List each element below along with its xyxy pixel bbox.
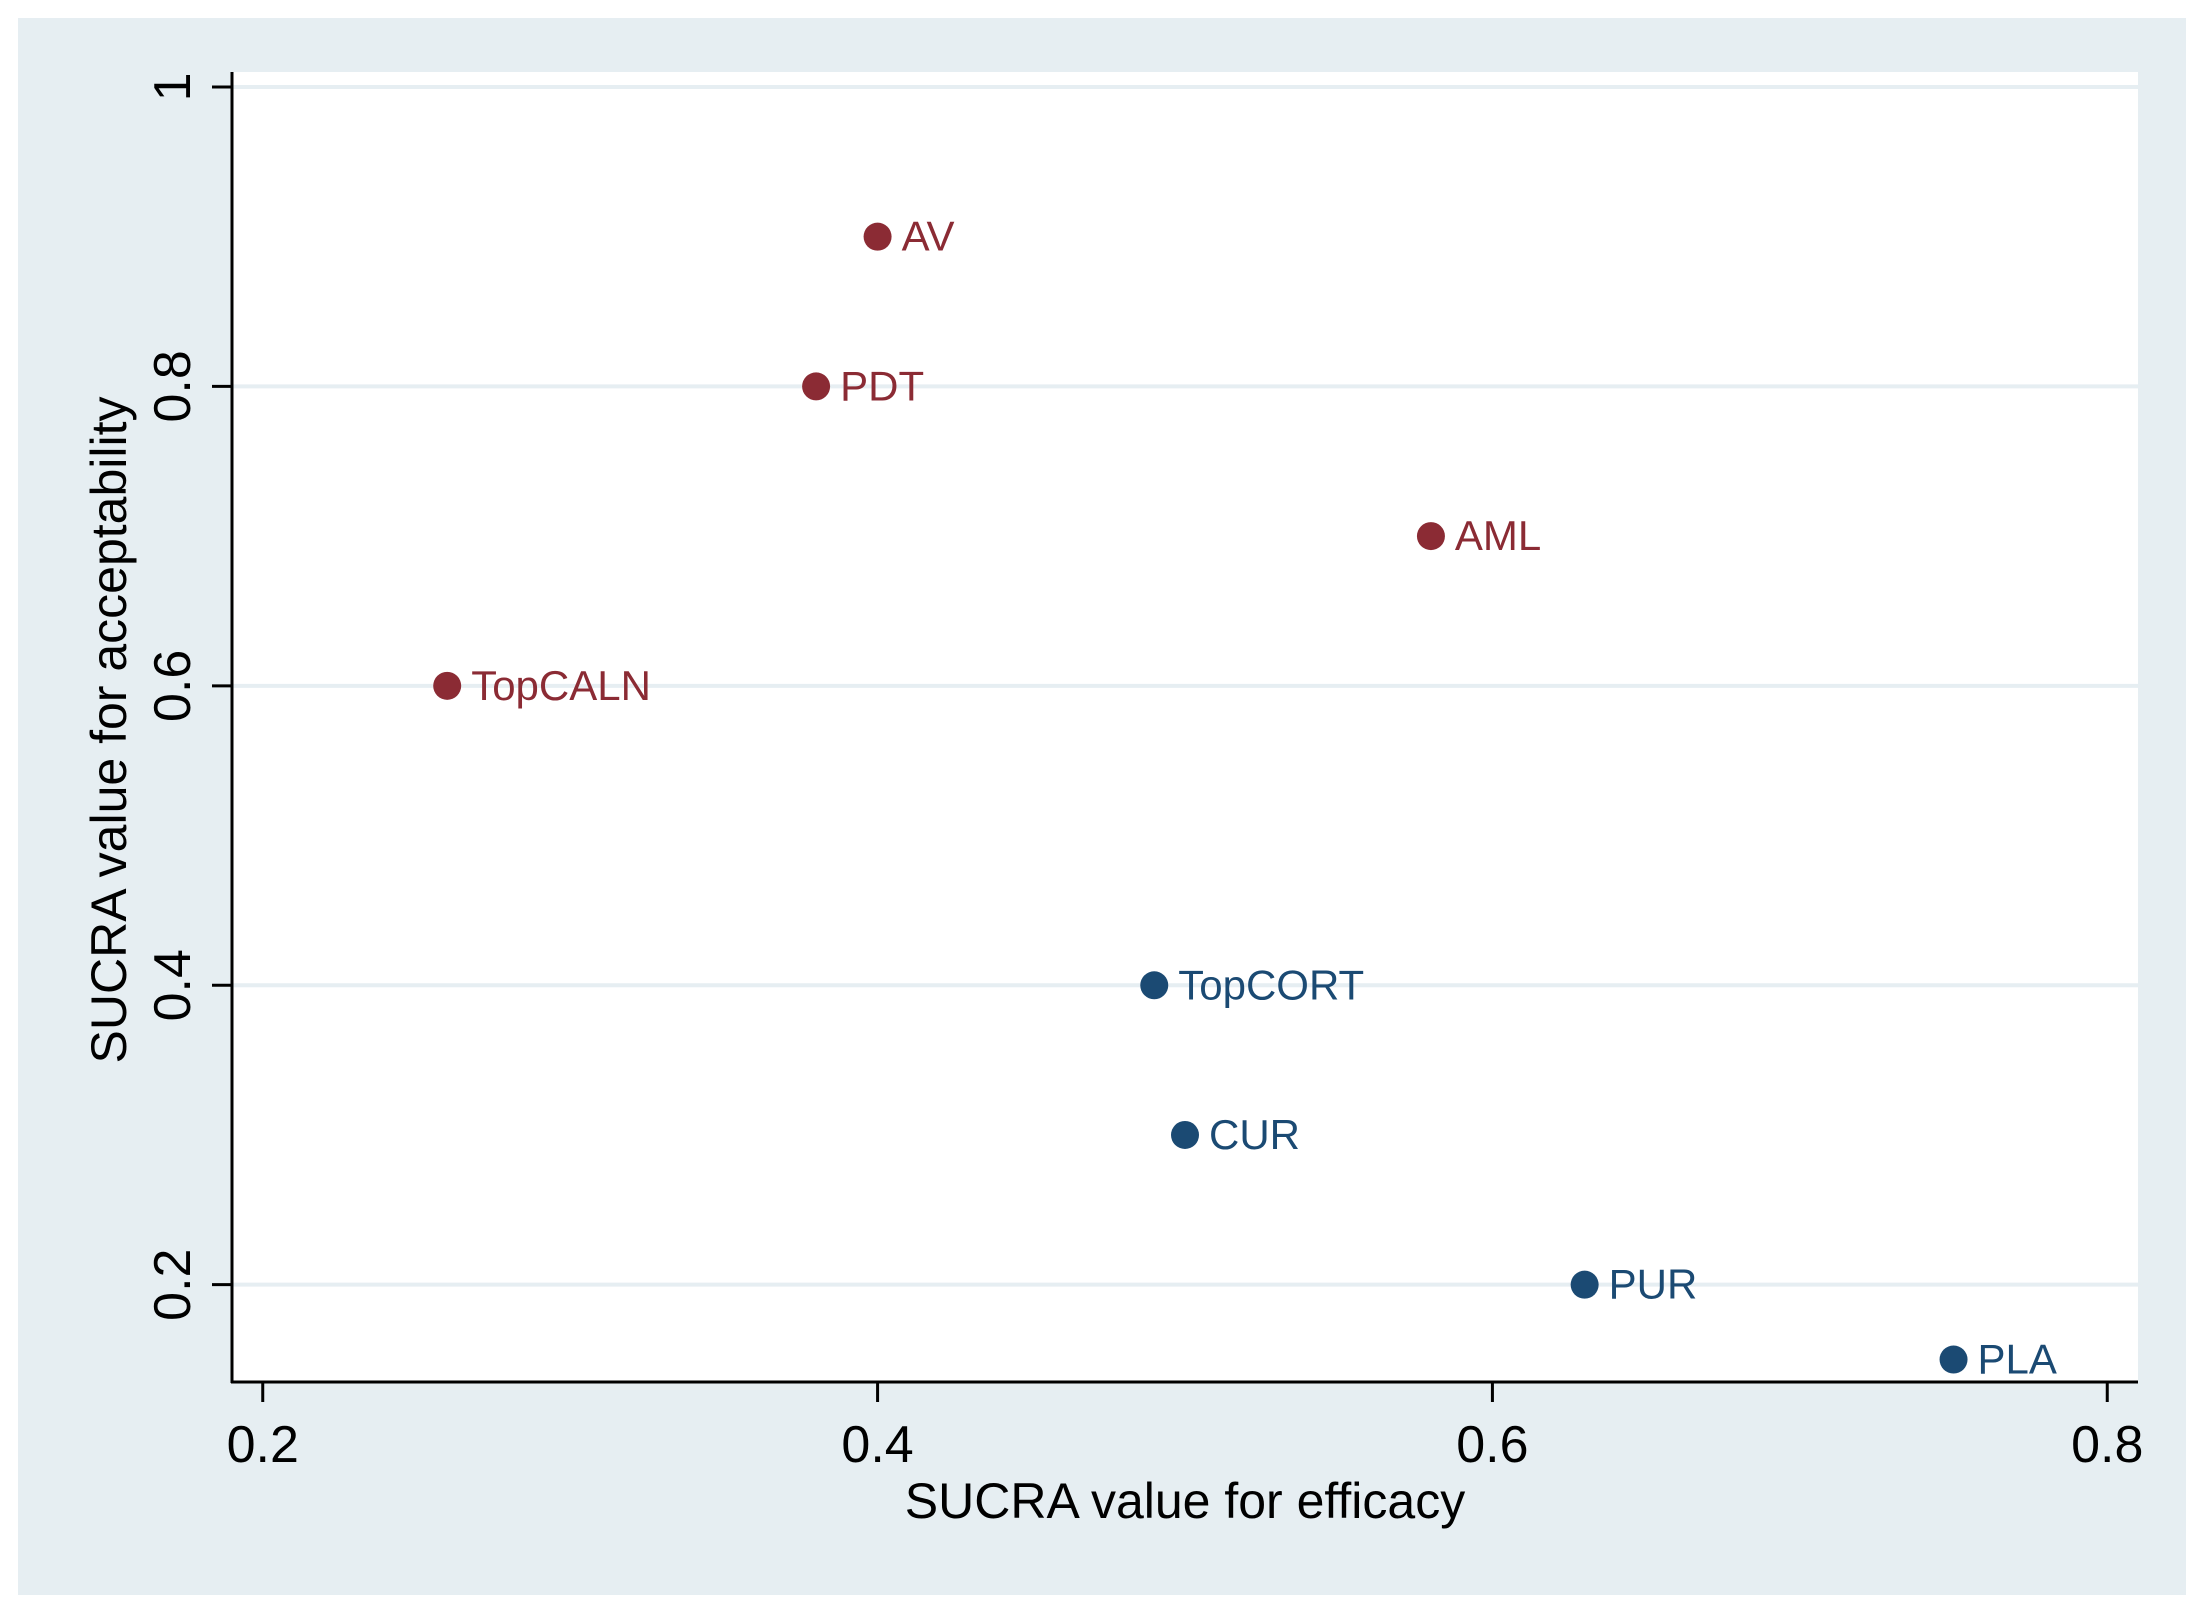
point-label-pur: PUR xyxy=(1609,1261,1698,1308)
point-label-pla: PLA xyxy=(1978,1336,2057,1383)
point-label-cur: CUR xyxy=(1209,1111,1300,1158)
point-label-av: AV xyxy=(902,213,955,260)
y-tick-label: 0.8 xyxy=(144,350,202,422)
tick-marks xyxy=(212,85,2109,1402)
x-axis-title: SUCRA value for efficacy xyxy=(905,1473,1465,1529)
y-tick-label: 0.4 xyxy=(144,949,202,1021)
x-tick-label: 0.8 xyxy=(2071,1416,2143,1474)
point-label-aml: AML xyxy=(1455,512,1541,559)
point-topcort xyxy=(1140,971,1169,1000)
x-tick-label: 0.2 xyxy=(227,1416,299,1474)
data-points xyxy=(433,222,1968,1374)
tick-labels: 0.2 0.4 0.6 0.8 1 0.2 0.4 0.6 0.8 xyxy=(144,73,2143,1474)
y-axis-title: SUCRA value for acceptability xyxy=(81,397,137,1064)
axes xyxy=(230,72,2138,1384)
y-tick-label: 0.2 xyxy=(144,1249,202,1321)
point-pla xyxy=(1939,1345,1968,1374)
plot-area xyxy=(232,72,2138,1382)
point-pdt xyxy=(802,372,831,401)
y-tick-label: 1 xyxy=(144,73,202,102)
point-label-topcort: TopCORT xyxy=(1178,961,1364,1008)
point-label-pdt: PDT xyxy=(840,362,924,409)
point-cur xyxy=(1171,1120,1199,1149)
x-tick-label: 0.4 xyxy=(841,1416,913,1474)
x-tick-label: 0.6 xyxy=(1456,1416,1528,1474)
point-label-topcaln: TopCALN xyxy=(471,662,651,709)
point-av xyxy=(863,222,892,251)
point-labels: AV PDT AML TopCALN TopCORT CUR PUR PLA xyxy=(471,213,2057,1383)
point-topcaln xyxy=(433,671,462,700)
point-aml xyxy=(1416,522,1445,551)
point-pur xyxy=(1570,1270,1599,1299)
y-tick-label: 0.6 xyxy=(144,650,202,722)
grid-lines xyxy=(232,84,2138,1287)
